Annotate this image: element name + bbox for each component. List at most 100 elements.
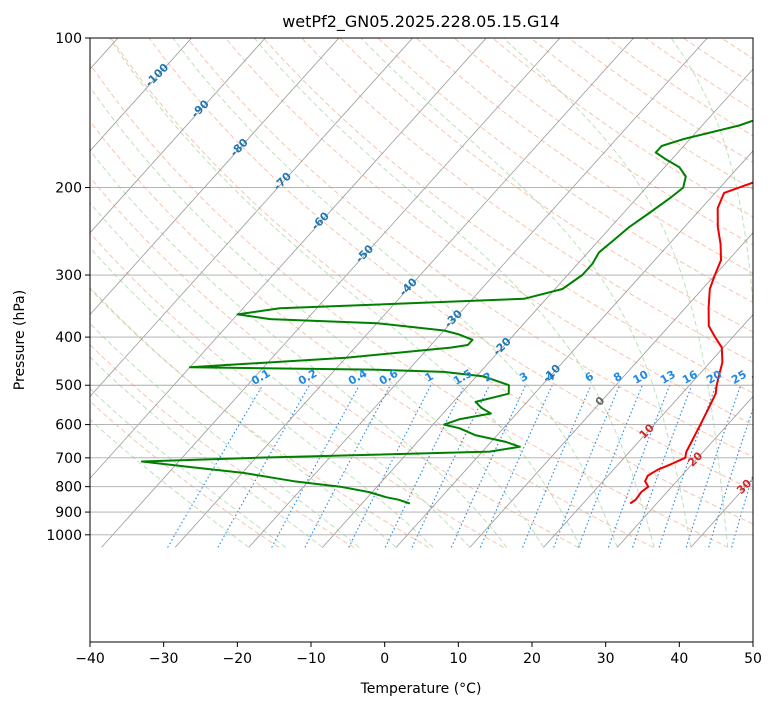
mixing-ratio-line xyxy=(577,384,643,548)
mixing-ratio-line xyxy=(411,384,490,548)
mixing-ratio-label: 16 xyxy=(680,368,700,387)
mixing-ratio-line xyxy=(271,384,360,548)
mixing-ratio-line xyxy=(685,385,742,548)
moist-adiabat xyxy=(90,149,508,548)
x-tick-label: −20 xyxy=(223,651,253,667)
mixing-ratio-label: 36 xyxy=(770,368,775,387)
dewpoint-profile-line xyxy=(140,119,753,505)
dry-adiabat xyxy=(186,38,753,458)
mixing-ratio-line xyxy=(731,473,753,548)
moist-adiabat xyxy=(503,38,729,548)
mixing-ratio-line xyxy=(479,384,553,548)
dry-adiabat xyxy=(683,38,753,85)
plot-frame xyxy=(89,37,754,643)
moist-adiabats xyxy=(90,38,753,548)
y-tick-label: 200 xyxy=(55,181,82,197)
mixing-ratio-line xyxy=(607,384,671,548)
y-tick-label: 900 xyxy=(55,505,82,521)
x-tick-label: −40 xyxy=(75,651,105,667)
x-tick-label: −10 xyxy=(296,651,326,667)
isotherm-line xyxy=(690,477,753,548)
dry-adiabat xyxy=(90,344,355,548)
mixing-ratio-line xyxy=(384,384,466,548)
isotherm-line xyxy=(543,314,753,548)
mixing-ratio-line xyxy=(632,384,693,548)
x-tick-label: 30 xyxy=(597,651,615,667)
y-tick-label: 600 xyxy=(55,418,82,434)
x-tick-label: −30 xyxy=(149,651,179,667)
dry-adiabat xyxy=(90,288,429,548)
isotherm-line xyxy=(322,68,753,548)
temperature-profile-line xyxy=(629,181,753,505)
mixing-ratio-lines xyxy=(167,384,753,548)
isotherm-line xyxy=(395,150,753,548)
mixing-ratio-label: 30 xyxy=(750,368,770,387)
dry-adiabat xyxy=(90,120,654,548)
dry-adiabat xyxy=(568,38,753,164)
mixing-ratio-label: 13 xyxy=(658,368,678,387)
x-tick-label: 10 xyxy=(449,651,467,667)
moist-adiabat xyxy=(90,388,286,548)
isotherm-line xyxy=(174,38,635,548)
isotherm-line xyxy=(765,27,775,547)
dry-adiabat xyxy=(530,38,753,191)
y-tick-label: 300 xyxy=(55,268,82,284)
isotherm-line xyxy=(90,38,119,70)
dry-adiabat xyxy=(90,176,579,548)
isotherm-line xyxy=(90,38,414,398)
mixing-ratio-line xyxy=(450,384,527,548)
mixing-ratio-line xyxy=(708,407,753,548)
isobar-grid xyxy=(90,38,753,536)
mixing-ratio-label: 25 xyxy=(729,368,749,387)
moist-adiabat xyxy=(90,322,360,548)
dry-adiabat xyxy=(760,38,775,547)
y-tick-label: 400 xyxy=(55,330,82,346)
y-tick-label: 800 xyxy=(55,480,82,496)
isotherm-line xyxy=(469,232,753,548)
mixing-ratio-label: 10 xyxy=(631,368,651,387)
x-axis-label: Temperature (°C) xyxy=(360,681,482,697)
y-axis-label: Pressure (hPa) xyxy=(12,290,28,390)
dry-adiabat xyxy=(377,38,753,303)
y-tick-label: 1000 xyxy=(46,528,82,544)
dry-adiabat xyxy=(148,38,753,491)
isotherm-line xyxy=(248,38,708,548)
profile-series xyxy=(140,119,753,505)
moist-adiabat xyxy=(90,286,397,548)
dry-adiabat xyxy=(721,38,753,60)
chart-title: wetPf2_GN05.2025.228.05.15.G14 xyxy=(282,12,560,32)
isotherm-line xyxy=(616,395,753,548)
isotherm-label: 30 xyxy=(734,477,754,497)
isotherm-line xyxy=(90,38,487,479)
isotherm-line xyxy=(90,38,266,234)
mixing-ratio-line xyxy=(553,384,621,548)
moist-adiabat xyxy=(90,247,434,548)
x-tick-label: 50 xyxy=(744,651,762,667)
x-tick-label: 0 xyxy=(380,651,389,667)
x-tick-label: 40 xyxy=(670,651,688,667)
moist-adiabat xyxy=(253,38,655,548)
isotherm-grid xyxy=(0,27,775,548)
dry-adiabat xyxy=(415,38,753,274)
mixing-ratio-label: 3 xyxy=(517,370,530,385)
isotherm-line xyxy=(90,38,340,316)
isotherm-label: 0 xyxy=(593,394,608,409)
mixing-ratio-line xyxy=(167,384,264,548)
mixing-ratio-line xyxy=(304,384,391,548)
dry-adiabat xyxy=(606,38,753,137)
mixing-ratio-label: 6 xyxy=(583,370,596,385)
dry-adiabat xyxy=(453,38,753,246)
dry-adiabat xyxy=(263,38,753,394)
isotherm-line xyxy=(90,38,193,152)
y-tick-label: 700 xyxy=(55,451,82,467)
x-tick-label: 20 xyxy=(523,651,541,667)
dry-adiabat xyxy=(90,400,280,548)
dry-adiabat xyxy=(301,38,753,363)
isotherm-line xyxy=(0,27,54,547)
mixing-ratio-line xyxy=(348,384,432,548)
dry-adiabat xyxy=(90,232,504,548)
moist-adiabat xyxy=(90,356,323,548)
y-tick-label: 100 xyxy=(55,31,82,47)
